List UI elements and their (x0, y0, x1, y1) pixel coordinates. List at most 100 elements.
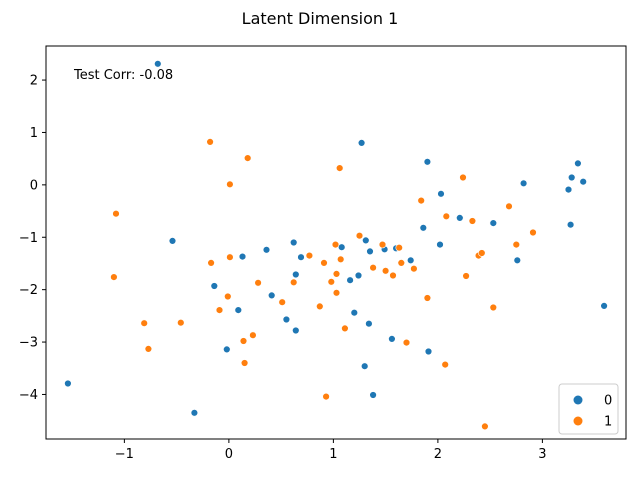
data-point-series-1 (331, 240, 340, 249)
data-point-series-1 (481, 422, 489, 431)
data-point-series-0 (574, 159, 582, 168)
points-layer (64, 60, 608, 431)
data-point-series-1 (316, 302, 324, 311)
data-point-series-1 (332, 270, 341, 278)
data-point-series-0 (338, 243, 346, 251)
data-point-series-1 (112, 210, 120, 218)
x-tick-label: 1 (329, 447, 337, 462)
data-point-series-0 (456, 214, 464, 222)
y-tick-label: −4 (19, 388, 38, 403)
data-point-series-1 (512, 240, 520, 249)
data-point-series-1 (355, 232, 364, 240)
data-point-series-1 (337, 255, 345, 263)
data-point-series-0 (566, 221, 575, 229)
data-point-series-0 (346, 276, 354, 284)
axes-layer: −1 0 1 2 3 2 1 0 −1 −2 −3 −4 (19, 74, 547, 462)
correlation-annotation: Test Corr: -0.08 (73, 68, 173, 83)
data-point-series-1 (397, 259, 405, 267)
data-point-series-0 (407, 256, 415, 264)
data-point-series-1 (402, 338, 411, 347)
data-point-series-1 (410, 265, 418, 273)
data-point-series-1 (369, 264, 377, 272)
data-point-series-0 (262, 246, 271, 254)
data-point-series-1 (505, 202, 513, 211)
data-point-series-1 (336, 164, 344, 172)
data-point-series-1 (244, 154, 252, 162)
y-tick-label: −1 (19, 231, 38, 246)
data-point-series-1 (278, 298, 286, 306)
data-point-series-0 (424, 347, 433, 356)
data-point-series-0 (423, 158, 432, 166)
data-point-series-0 (436, 240, 444, 249)
data-point-series-0 (282, 315, 291, 324)
data-point-series-1 (441, 360, 449, 369)
data-point-series-1 (468, 217, 477, 225)
y-tick-label: −2 (19, 283, 38, 298)
data-point-series-1 (226, 253, 234, 261)
data-point-series-1 (140, 319, 148, 327)
x-tick-label: 3 (538, 447, 546, 462)
data-point-series-1 (341, 324, 349, 333)
data-point-series-1 (462, 272, 470, 280)
data-point-series-0 (600, 302, 608, 310)
data-point-series-0 (361, 362, 369, 370)
chart-title: Latent Dimension 1 (242, 9, 399, 28)
data-point-series-1 (395, 244, 403, 252)
data-point-series-0 (290, 238, 298, 247)
data-point-series-0 (388, 335, 396, 343)
data-point-series-1 (442, 212, 450, 221)
data-point-series-1 (226, 180, 234, 189)
data-point-series-0 (268, 291, 276, 300)
legend: 0 1 (558, 383, 619, 435)
plot-frame (45, 45, 627, 440)
x-tick-label: 2 (434, 447, 442, 462)
data-point-series-0 (234, 306, 243, 314)
data-point-series-1 (378, 240, 387, 249)
data-point-series-0 (564, 185, 573, 194)
data-point-series-1 (240, 359, 249, 367)
data-point-series-1 (423, 294, 432, 302)
data-point-series-0 (210, 282, 219, 290)
legend-marker-0 (573, 395, 583, 405)
data-point-series-1 (322, 392, 330, 401)
data-point-series-0 (292, 326, 300, 335)
data-point-series-0 (292, 270, 300, 279)
data-point-series-1 (305, 251, 314, 260)
data-point-series-1 (177, 319, 185, 327)
data-point-series-0 (369, 391, 377, 399)
data-point-series-0 (64, 379, 72, 388)
data-point-series-1 (459, 173, 467, 182)
data-point-series-1 (207, 259, 215, 267)
data-point-series-1 (529, 228, 537, 237)
data-point-series-1 (144, 345, 153, 353)
data-point-series-0 (366, 247, 374, 256)
data-point-series-0 (419, 224, 427, 232)
data-point-series-0 (238, 252, 247, 261)
data-point-series-0 (190, 409, 199, 417)
data-point-series-1 (215, 306, 224, 314)
data-point-series-0 (513, 256, 521, 264)
data-point-series-1 (290, 278, 298, 286)
data-point-series-0 (362, 236, 370, 245)
y-tick-label: 2 (30, 74, 38, 89)
data-point-series-0 (154, 60, 162, 68)
data-point-series-1 (254, 279, 262, 287)
data-point-series-1 (417, 196, 425, 205)
data-point-series-0 (365, 320, 373, 328)
data-point-series-0 (223, 345, 231, 354)
data-point-series-0 (357, 139, 366, 147)
y-tick-label: 1 (30, 126, 38, 141)
data-point-series-1 (478, 249, 486, 257)
data-point-series-1 (332, 289, 341, 297)
data-point-series-1 (239, 337, 248, 345)
data-point-series-0 (297, 253, 305, 261)
y-tick-label: −3 (19, 336, 38, 351)
data-point-series-1 (389, 271, 397, 280)
data-point-series-0 (579, 178, 587, 186)
data-point-series-0 (168, 237, 177, 245)
data-point-series-1 (381, 267, 390, 275)
y-tick-label: 0 (30, 178, 38, 193)
data-point-series-1 (249, 331, 257, 339)
